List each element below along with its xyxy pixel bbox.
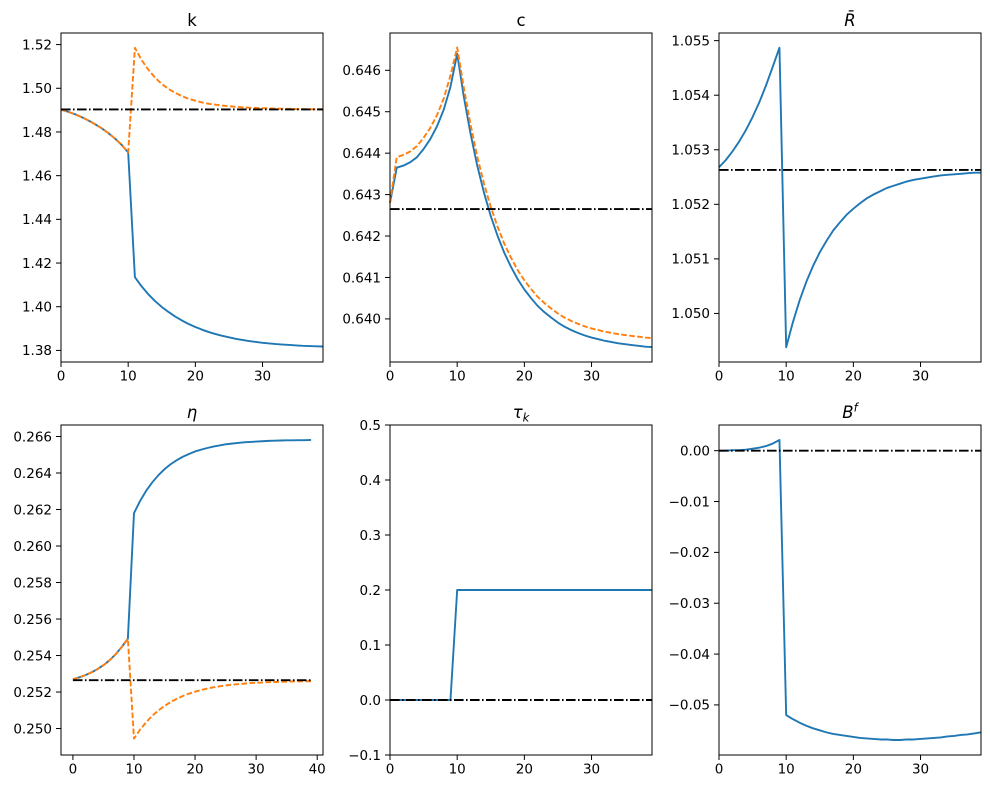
subplot-title-k: k <box>187 11 197 30</box>
x-tick-label: 20 <box>516 369 533 385</box>
x-tick-label: 40 <box>309 762 326 778</box>
subplot-Rbar: 0 10 20 30 1.050 1.051 1.052 1.053 1.054 1.055 R̄ <box>671 11 982 385</box>
y-tick-label: 1.051 <box>671 252 710 268</box>
x-tick-label: 0 <box>386 369 395 385</box>
y-tick-label: 1.055 <box>671 33 710 49</box>
subplot-eta: 0 10 20 30 40 0.250 0.252 0.254 0.256 0.258 0.260 0… <box>13 403 325 778</box>
subplot-title-tau_k: τk <box>513 403 531 425</box>
subplot-title-c: c <box>516 11 525 30</box>
x-tick-label: 10 <box>449 762 466 778</box>
subplot-title-Rbar: R̄ <box>844 11 855 30</box>
y-tick-label: 1.52 <box>22 37 52 53</box>
y-tick-label: 0.266 <box>13 429 52 445</box>
x-tick-label: 10 <box>778 762 795 778</box>
y-tick-label: 1.46 <box>22 168 52 184</box>
y-tick-label: 0.256 <box>13 612 52 628</box>
y-tick-label: 1.40 <box>22 300 52 316</box>
y-tick-label: 0.642 <box>342 229 381 245</box>
series-blue-solid <box>719 439 982 741</box>
x-tick-label: 0 <box>386 762 395 778</box>
y-tick-label: 0.260 <box>13 539 52 555</box>
y-tick-label: 0.252 <box>13 685 52 701</box>
plot-frame <box>60 424 324 756</box>
series-blue-solid <box>389 52 653 349</box>
subplot-B_f: 0 10 20 30 −0.05 −0.04 −0.03 −0.02 −0.01 0.00 Bf <box>669 401 982 778</box>
plot-frame <box>60 32 324 363</box>
subplot-c: 0 10 20 30 0.640 0.641 0.642 0.643 0.644 0.645 0.6… <box>342 11 653 385</box>
y-tick-label: 1.42 <box>22 256 52 272</box>
y-tick-label: 1.053 <box>671 143 710 159</box>
x-tick-label: 0 <box>57 369 66 385</box>
x-tick-label: 10 <box>778 369 795 385</box>
y-tick-label: 0.254 <box>13 648 52 664</box>
y-tick-label: −0.01 <box>669 494 710 510</box>
y-tick-label: −0.03 <box>669 596 710 612</box>
x-tick-label: 20 <box>845 762 862 778</box>
x-tick-label: 30 <box>248 762 265 778</box>
x-tick-label: 0 <box>715 762 724 778</box>
y-tick-label: 0.3 <box>360 528 381 544</box>
x-tick-label: 20 <box>187 369 204 385</box>
x-tick-label: 30 <box>254 369 271 385</box>
series-orange-dashed <box>389 46 653 339</box>
x-tick-label: 10 <box>125 762 142 778</box>
x-tick-label: 0 <box>69 762 78 778</box>
series-orange-dashed <box>60 46 323 154</box>
y-tick-label: 0.250 <box>13 721 52 737</box>
y-tick-label: 0.641 <box>342 270 381 286</box>
y-tick-label: 0.4 <box>360 473 381 489</box>
series-blue-solid <box>390 589 652 701</box>
x-tick-label: 20 <box>186 762 203 778</box>
x-tick-label: 30 <box>583 762 600 778</box>
y-tick-label: 0.644 <box>342 146 381 162</box>
y-tick-label: 1.48 <box>22 125 52 141</box>
y-tick-label: 0.5 <box>360 418 381 434</box>
plot-frame <box>718 32 982 363</box>
series-blue-solid <box>72 439 312 681</box>
y-tick-label: 0.643 <box>342 187 381 203</box>
x-tick-label: 10 <box>120 369 137 385</box>
y-tick-label: 1.050 <box>671 306 710 322</box>
subplot-title-B_f: Bf <box>842 401 859 423</box>
x-tick-label: 30 <box>583 369 600 385</box>
y-tick-label: 1.052 <box>671 197 710 213</box>
y-tick-label: 0.00 <box>680 443 710 459</box>
x-tick-label: 20 <box>516 762 533 778</box>
y-tick-label: 0.640 <box>342 312 381 328</box>
x-tick-label: 0 <box>715 369 724 385</box>
y-tick-label: 0.258 <box>13 575 52 591</box>
y-tick-label: −0.04 <box>669 647 710 663</box>
y-tick-label: 0.646 <box>342 63 381 79</box>
y-tick-label: −0.1 <box>348 748 381 764</box>
x-tick-label: 10 <box>449 369 466 385</box>
y-tick-label: 0.264 <box>13 466 52 482</box>
subplot-title-eta: η <box>187 403 197 422</box>
plot-frame <box>718 424 982 756</box>
subplot-tau_k: 0 10 20 30 −0.1 0.0 0.1 0.2 0.3 0.4 0.5 τk <box>348 403 653 778</box>
subplot-k: 0 10 20 30 1.38 1.40 1.42 1.44 1.46 1.48 1.50 1.52 k <box>22 11 324 385</box>
y-tick-label: 0.1 <box>360 638 381 654</box>
y-tick-label: 1.38 <box>22 343 52 359</box>
y-tick-label: 0.2 <box>360 583 381 599</box>
x-tick-label: 30 <box>912 369 929 385</box>
y-tick-label: 1.50 <box>22 81 52 97</box>
plot-frame <box>389 32 653 363</box>
y-tick-label: 0.0 <box>360 693 381 709</box>
y-tick-label: 0.262 <box>13 502 52 518</box>
y-tick-label: 0.645 <box>342 105 381 121</box>
x-tick-label: 30 <box>912 762 929 778</box>
series-blue-solid <box>718 46 981 349</box>
y-tick-label: 1.44 <box>22 212 52 228</box>
x-tick-label: 20 <box>845 369 862 385</box>
y-tick-label: 1.054 <box>671 88 710 104</box>
y-tick-label: −0.05 <box>669 698 710 714</box>
y-tick-label: −0.02 <box>669 545 710 561</box>
